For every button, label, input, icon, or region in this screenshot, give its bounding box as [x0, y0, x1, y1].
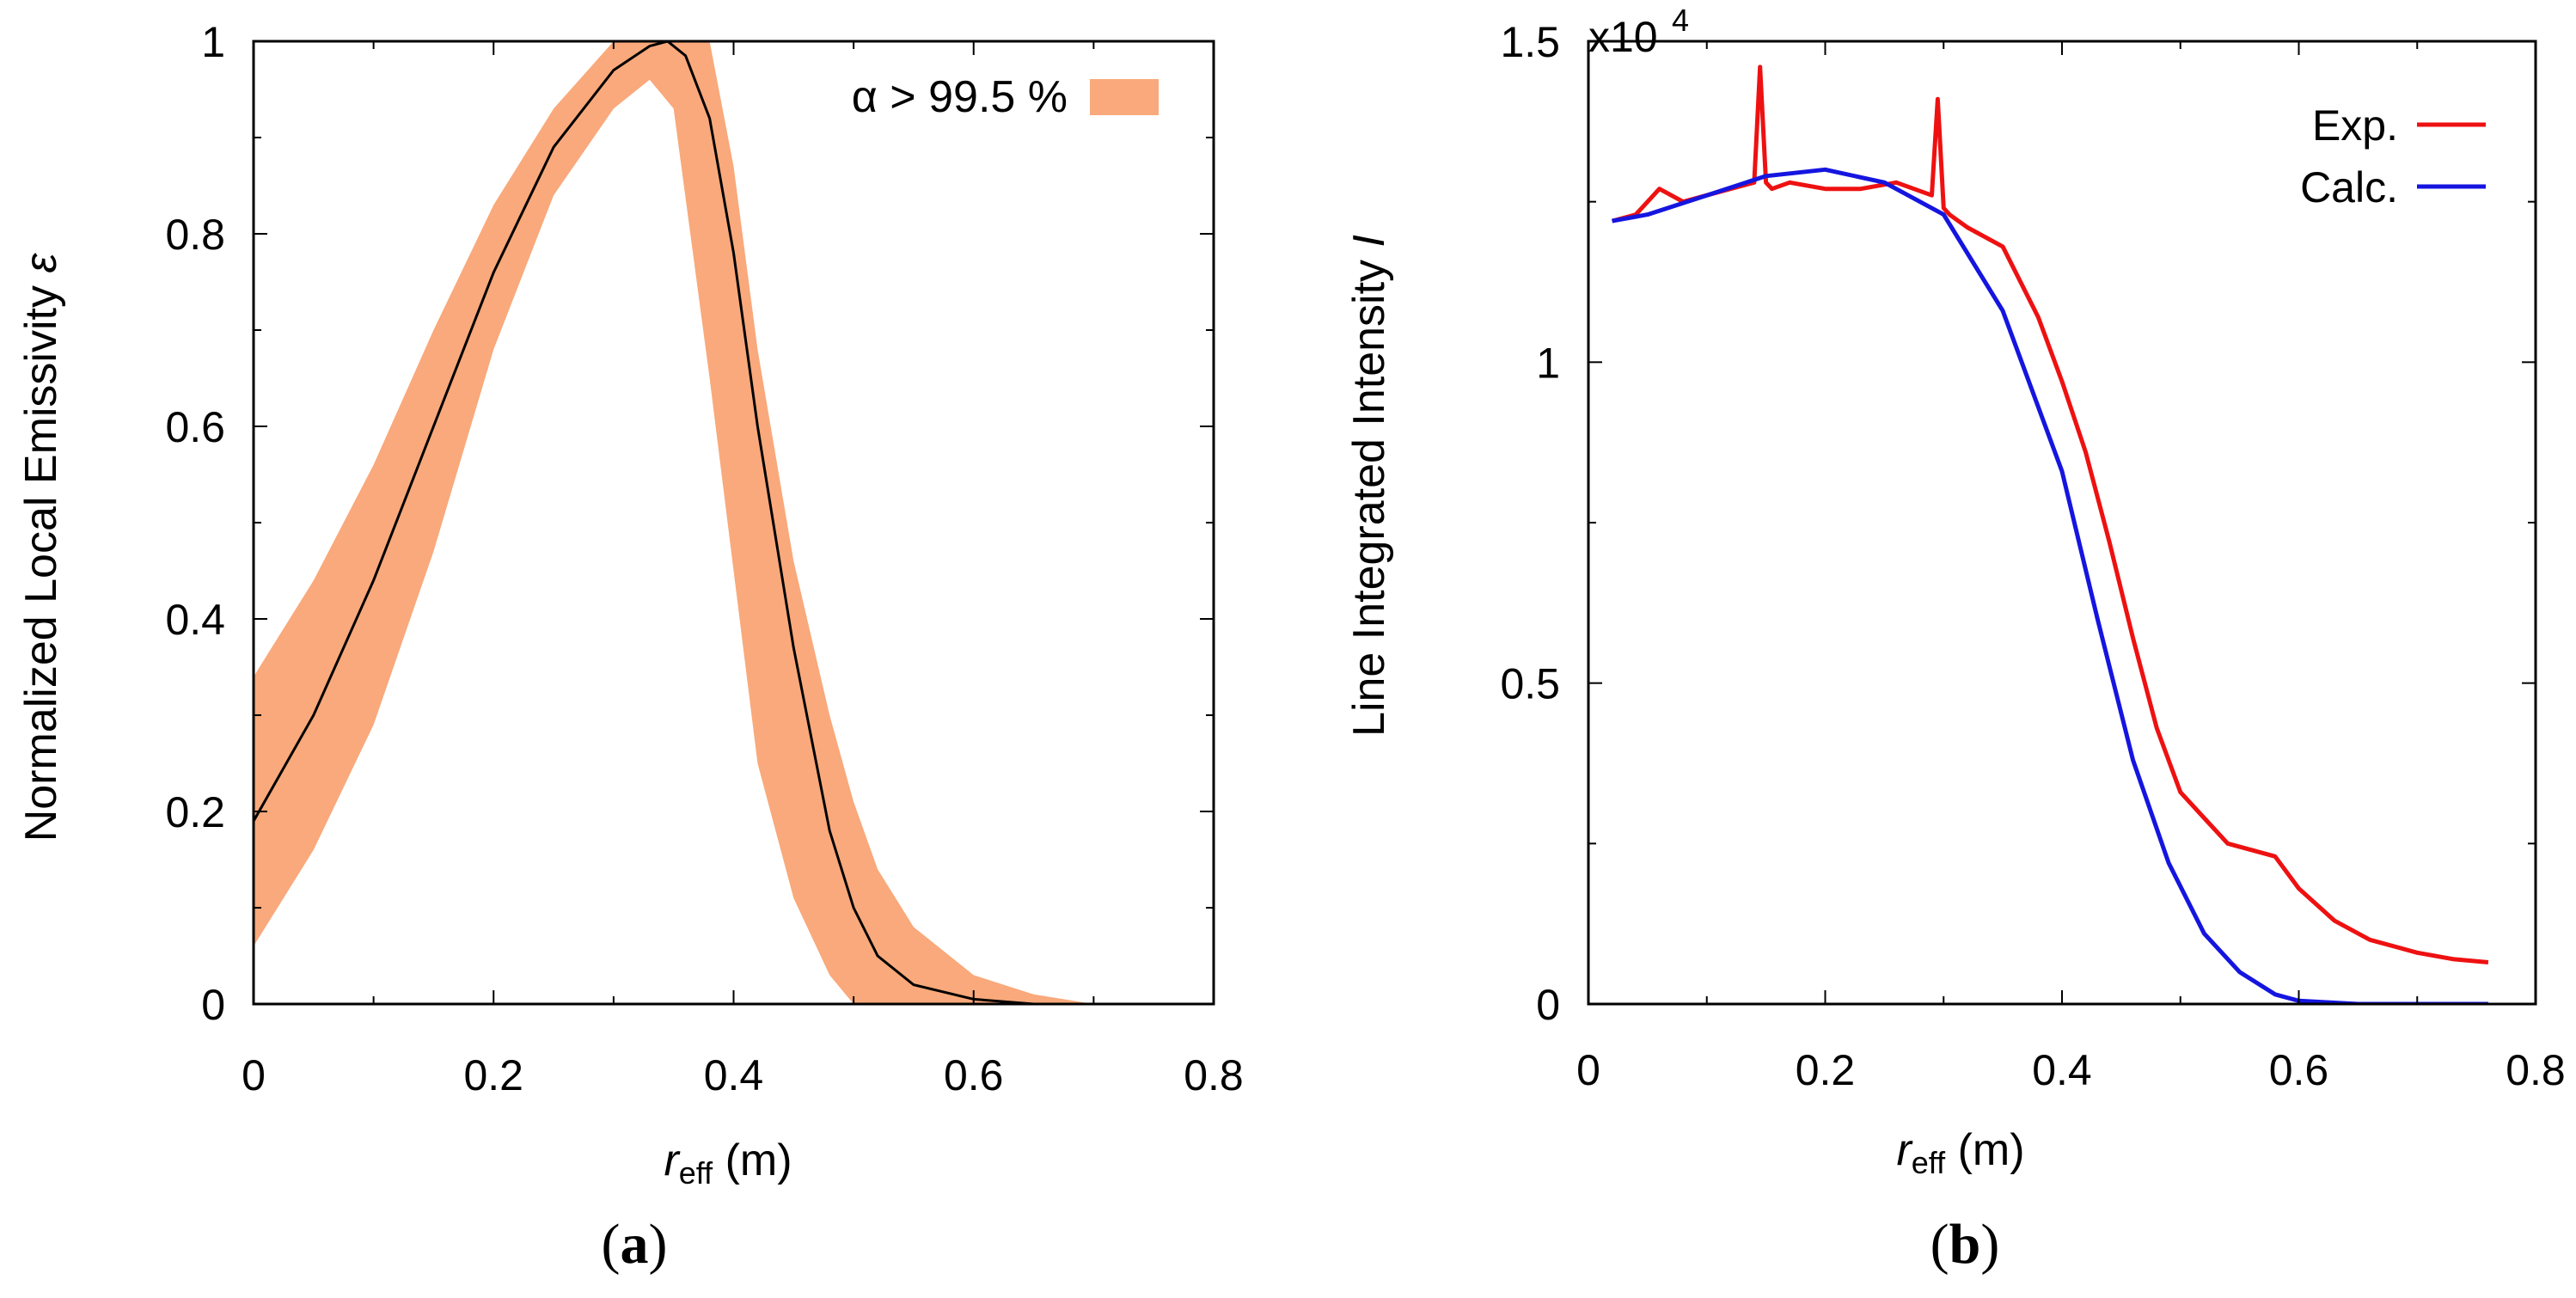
- y-tick-label: 1: [201, 18, 225, 66]
- chart-svg-a: 0 0.2 0.4 0.6 0.8 0 0.2 0.4 0.6 0.8 1 α > 99.5 %: [165, 18, 1244, 1099]
- x-tick-label: 0: [1576, 1046, 1600, 1094]
- y-axis-label-a-symbol: ε: [16, 253, 66, 273]
- x-tick-label: 0.8: [1184, 1051, 1244, 1099]
- series-line-calc: [1612, 167, 2488, 1004]
- legend-label-calc: Calc.: [2300, 163, 2398, 211]
- x-axis-label-a-main: r: [664, 1136, 679, 1185]
- x-tick-label: 0.8: [2506, 1046, 2566, 1094]
- y-scale-exponent: 4: [1672, 3, 1689, 38]
- y-tick-label: 0.2: [165, 788, 225, 836]
- panel-b-caption: (b): [1930, 1213, 2000, 1276]
- y-axis-label-a: Normalized Local Emissivity ε: [15, 254, 67, 842]
- x-axis-label-b-sub: eff: [1911, 1145, 1946, 1180]
- y-scale-factor: x10: [1588, 13, 1658, 61]
- y-tick-label: 0.5: [1500, 660, 1560, 708]
- x-tick-label: 0.4: [704, 1051, 764, 1099]
- y-tick-label: 0.6: [165, 403, 225, 451]
- y-tick-label: 0: [201, 981, 225, 1029]
- chart-svg-b: 0 0.2 0.4 0.6 0.8 0 0.5 1 1.5 x10 4 Exp. Calc.: [1500, 3, 2566, 1094]
- x-tick-label: 0.6: [2269, 1046, 2329, 1094]
- legend-swatch-band: [1090, 79, 1159, 115]
- x-axis-label-a-unit: (m): [713, 1136, 792, 1185]
- x-tick-label: 0.4: [2032, 1046, 2092, 1094]
- legend-label-exp: Exp.: [2312, 101, 2398, 150]
- y-axis-label-b-symbol: I: [1344, 235, 1394, 248]
- panel-b-caption-letter: b: [1949, 1213, 1981, 1276]
- y-tick-label: 0.8: [165, 211, 225, 259]
- x-axis-label-b-main: r: [1896, 1125, 1912, 1175]
- y-axis-label-a-text: Normalized Local Emissivity: [16, 272, 66, 842]
- series-line-exp: [1611, 64, 2489, 964]
- x-tick-label: 0.2: [1796, 1046, 1856, 1094]
- y-axis-label-b-text: Line Integrated Intensity: [1344, 247, 1394, 737]
- panel-a-caption: (a): [601, 1213, 668, 1276]
- panel-a-caption-letter: a: [620, 1213, 649, 1276]
- x-axis-label-b-unit: (m): [1945, 1125, 2025, 1175]
- y-tick-label: 0.4: [165, 596, 225, 644]
- y-tick-label: 1: [1536, 339, 1560, 387]
- y-tick-label: 1.5: [1500, 18, 1560, 66]
- x-tick-label: 0.2: [463, 1051, 523, 1099]
- x-axis-label-b: reff (m): [1896, 1124, 2024, 1181]
- series-line-mean: [254, 41, 1094, 1004]
- x-axis-label-a-sub: eff: [678, 1155, 713, 1191]
- chart-panel-a: 0 0.2 0.4 0.6 0.8 0 0.2 0.4 0.6 0.8 1 α > 99.5 % No…: [15, 18, 1244, 1276]
- y-axis-label-b: Line Integrated Intensity I: [1343, 235, 1395, 737]
- y-tick-label: 0: [1536, 981, 1560, 1029]
- chart-panel-b: 0 0.2 0.4 0.6 0.8 0 0.5 1 1.5 x10 4 Exp. Calc. Line …: [1289, 0, 2576, 1298]
- x-tick-label: 0: [242, 1051, 266, 1099]
- x-tick-label: 0.6: [944, 1051, 1004, 1099]
- legend-label-band: α > 99.5 %: [852, 72, 1068, 122]
- x-axis-label-a: reff (m): [664, 1135, 792, 1191]
- confidence-band: [254, 41, 1094, 1004]
